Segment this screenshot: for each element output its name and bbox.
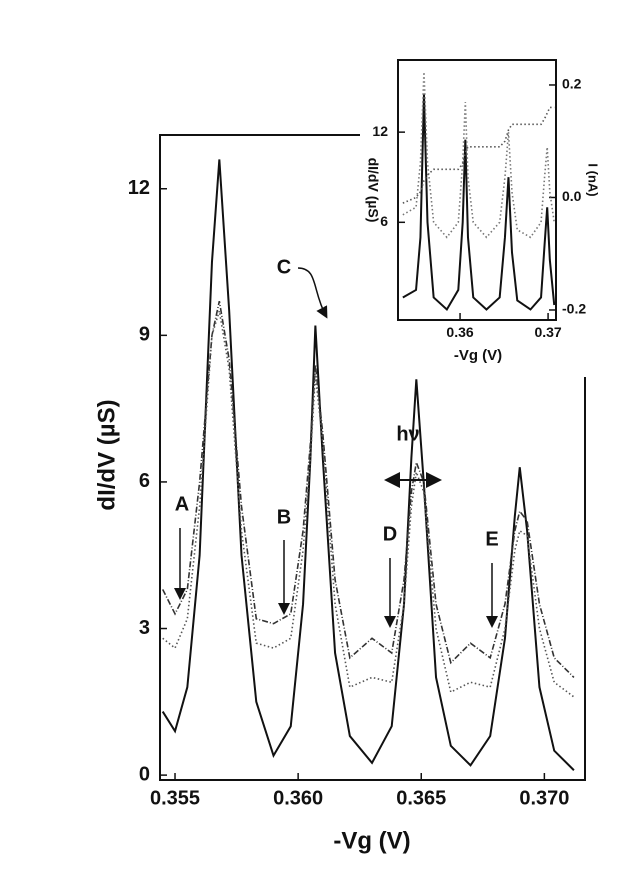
annotation: E	[485, 528, 498, 550]
y-tick-label: 6	[139, 470, 150, 492]
y2-tick-label: 0.0	[562, 188, 582, 204]
annotation-arrow	[297, 267, 328, 319]
y-tick-label: 3	[139, 617, 150, 639]
x-tick-label: 0.370	[519, 787, 569, 809]
annotation: A	[175, 493, 189, 515]
y2-tick-label: 0.2	[562, 76, 582, 92]
annotation: B	[277, 506, 291, 528]
inset-y2-label: I (nA)	[586, 163, 601, 196]
annotation: D	[383, 523, 397, 545]
inset-y-label: dI/dV (µS)	[365, 158, 381, 223]
data-line	[402, 94, 556, 312]
inset-x-label: -Vg (V)	[454, 347, 502, 364]
x-tick-label: 0.37	[534, 324, 561, 340]
annotation: C	[277, 256, 291, 278]
annotation: hν	[396, 423, 419, 445]
x-tick-label: 0.360	[273, 787, 323, 809]
x-tick-label: 0.365	[396, 787, 446, 809]
data-line	[161, 159, 575, 771]
x-axis-label: -Vg (V)	[333, 827, 410, 854]
y2-tick-label: -0.2	[562, 301, 586, 317]
y-tick-label: 6	[380, 213, 388, 229]
y-tick-label: 12	[128, 177, 150, 199]
y-axis-label: dI/dV (µS)	[93, 399, 120, 510]
x-tick-label: 0.355	[150, 787, 200, 809]
x-tick-label: 0.36	[446, 324, 473, 340]
y-tick-label: 12	[372, 123, 388, 139]
y-tick-label: 0	[139, 763, 150, 785]
y-tick-label: 9	[139, 324, 150, 346]
data-line	[161, 300, 575, 678]
